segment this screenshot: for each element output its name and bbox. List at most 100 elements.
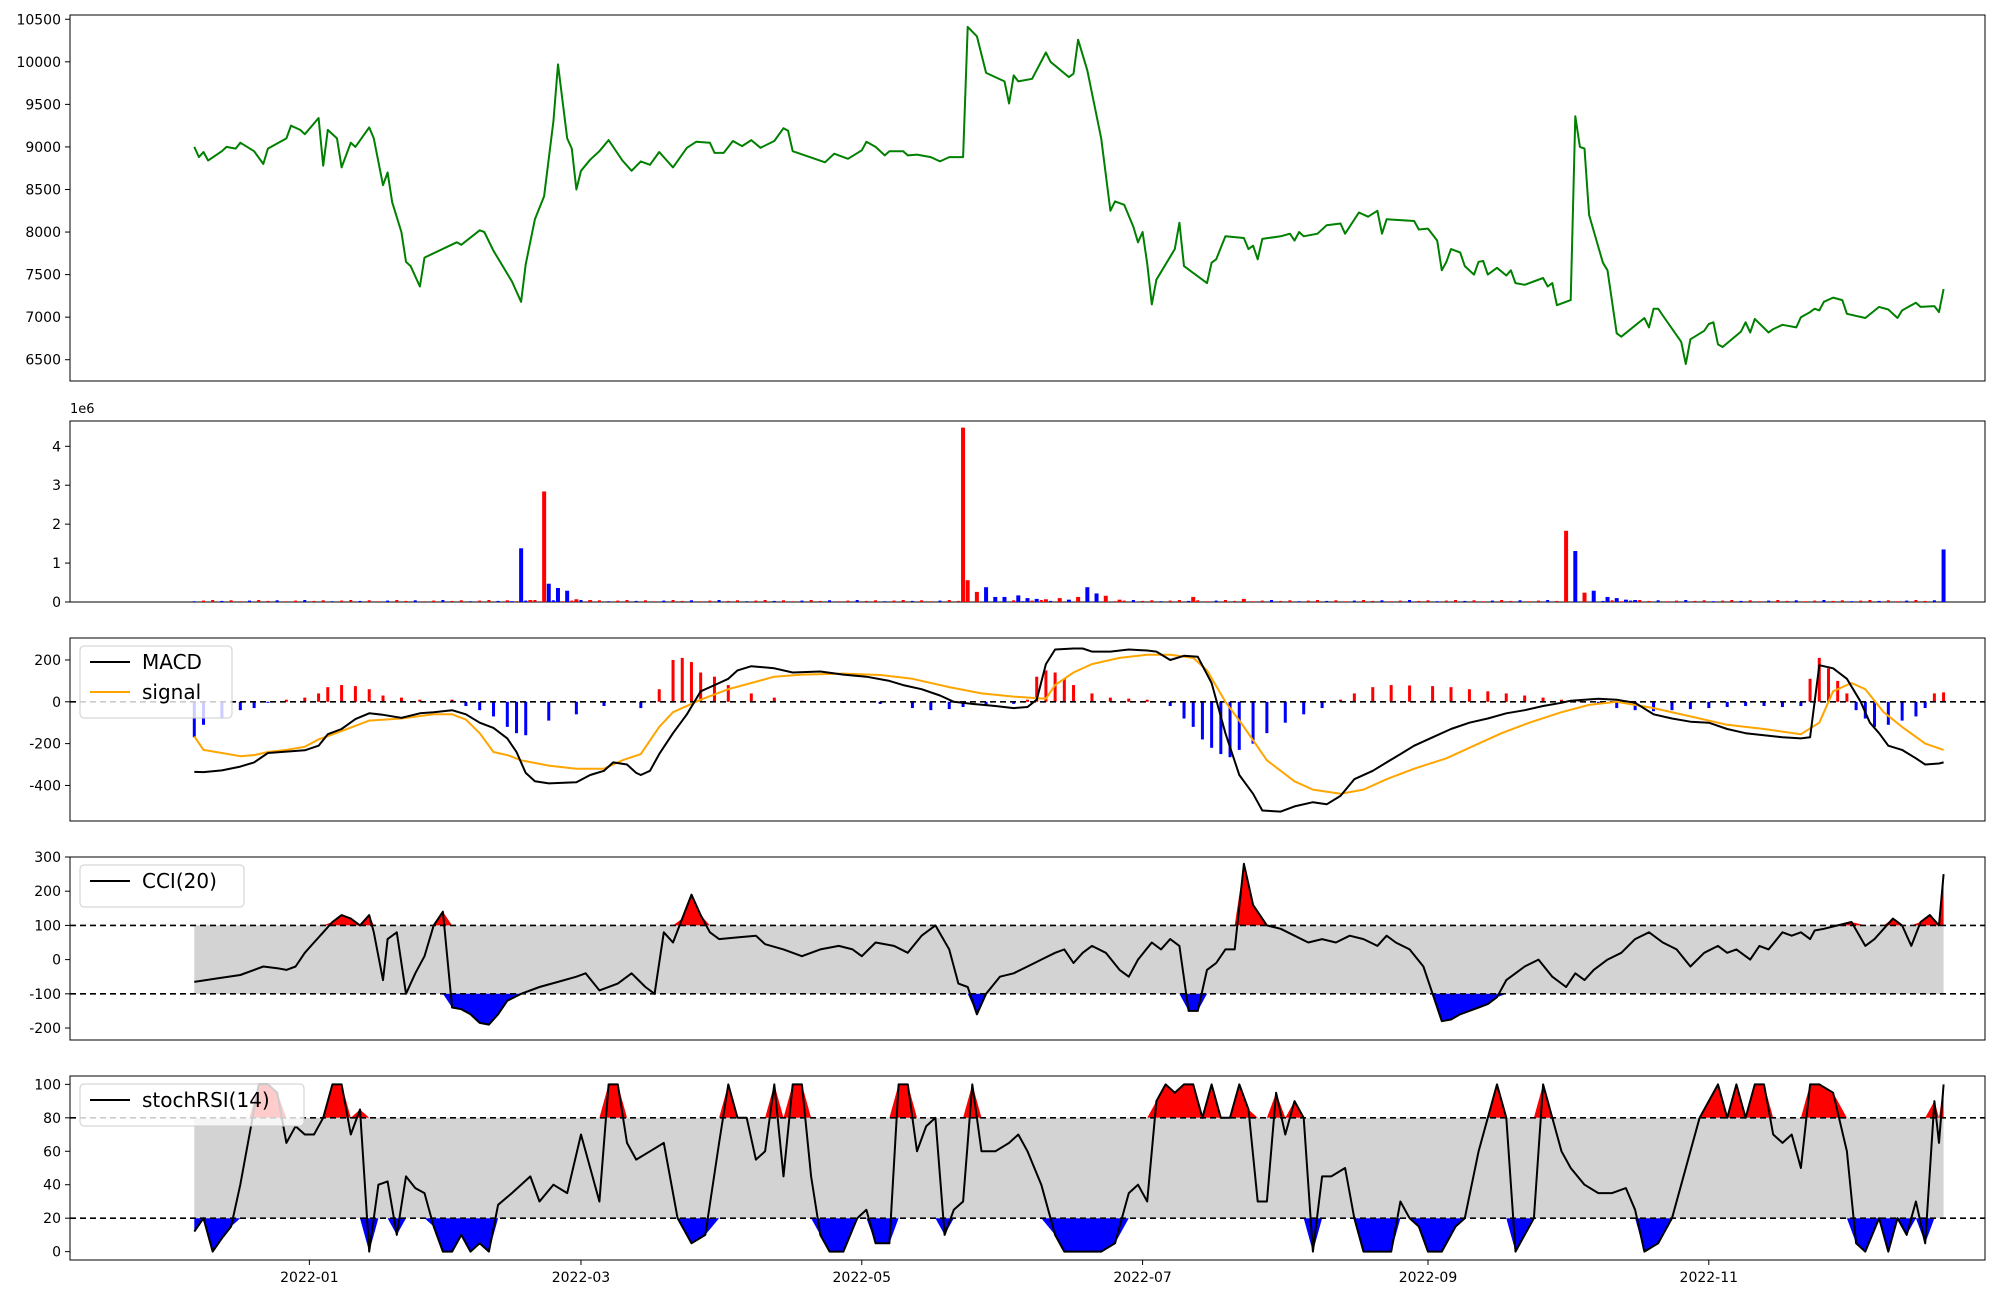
volume-bar (1629, 600, 1633, 602)
macd-histogram-bar (1826, 668, 1830, 702)
macd-histogram-bar (1108, 697, 1112, 702)
stochrsi-plot-frame (69, 1075, 1986, 1261)
volume-bar (1362, 599, 1366, 602)
volume-bar (1076, 596, 1081, 602)
volume-bar (1012, 600, 1016, 602)
macd-histogram-bar (1320, 701, 1324, 709)
volume-bar (1279, 600, 1283, 602)
volume-bar (1601, 600, 1605, 602)
volume-bar (570, 600, 574, 602)
macd-histogram-bar (524, 701, 528, 736)
volume-offset-label: 1e6 (70, 402, 95, 417)
macd-histogram-bar (353, 686, 357, 702)
volume-bar (680, 600, 684, 602)
volume-bar (441, 599, 445, 602)
x-tick-label: 2022-11 (1680, 1270, 1739, 1286)
volume-bar (818, 600, 822, 602)
volume-bar (1021, 601, 1025, 602)
macd-histogram-bar (1845, 693, 1849, 702)
volume-bar (772, 600, 776, 602)
volume-bar (1794, 600, 1798, 602)
volume-bar (1481, 601, 1485, 602)
volume-bar (965, 580, 970, 602)
volume-bar (1546, 599, 1550, 602)
macd-histogram-bar (1072, 685, 1076, 702)
macd-panel: -400 -200 0 200 MACD signal (29, 637, 1986, 822)
volume-bar (1463, 600, 1467, 602)
macd-histogram-bar (192, 701, 196, 738)
cci-ytick-label: 300 (34, 850, 61, 866)
macd-histogram-bar (910, 701, 914, 709)
macd-histogram-bar (505, 701, 509, 727)
macd-histogram-bar (1854, 701, 1858, 711)
cci-ytick-label: 100 (34, 918, 61, 934)
macd-histogram-bar (602, 701, 606, 706)
volume-bar (1288, 600, 1292, 602)
volume-bar (1803, 601, 1807, 602)
macd-histogram-bar (961, 701, 965, 708)
volume-bar (1941, 549, 1946, 602)
volume-bar (432, 600, 436, 602)
volume-bar (1739, 600, 1743, 602)
volume-bar (546, 583, 551, 602)
volume-bar (1306, 600, 1310, 602)
volume-bar (662, 600, 666, 602)
volume-bar (551, 600, 555, 602)
volume-bar (1150, 600, 1154, 602)
volume-ytick-label: 2 (52, 517, 61, 533)
volume-bar (791, 601, 795, 602)
volume-bar (708, 600, 712, 602)
volume-bar (1002, 596, 1007, 602)
volume-bar (294, 600, 298, 602)
volume-bar (1435, 601, 1439, 602)
volume-bar (1398, 600, 1402, 602)
volume-bar (367, 600, 371, 602)
volume-bar (201, 600, 205, 602)
volume-bar (855, 599, 859, 602)
volume-bar (496, 600, 500, 602)
macd-histogram-bar (1688, 701, 1692, 710)
macd-histogram-bar (1265, 701, 1269, 734)
stochrsi-ytick-label: 60 (43, 1144, 61, 1160)
volume-bar (1868, 599, 1872, 602)
macd-histogram-bar (1707, 701, 1711, 709)
macd-histogram-bar (671, 659, 675, 702)
macd-histogram-bar (418, 699, 422, 702)
volume-bar (386, 600, 390, 602)
volume-bar (1776, 599, 1780, 602)
volume-bar (974, 591, 979, 602)
volume-bar (1840, 600, 1844, 602)
volume-bar (828, 600, 832, 602)
macd-histogram-bar (1541, 697, 1545, 702)
volume-bar (413, 600, 417, 602)
volume-bar (1141, 600, 1145, 602)
volume-bar (883, 601, 887, 602)
volume-bar (920, 600, 924, 602)
volume-bar (574, 599, 579, 602)
volume-bar (726, 600, 730, 602)
macd-histogram-bar (1168, 701, 1172, 706)
macd-ytick-label: -200 (29, 737, 61, 753)
volume-panel: 0 1 2 3 4 1e6 (52, 402, 1986, 611)
volume-bar (1693, 600, 1697, 602)
volume-bar (782, 600, 786, 602)
volume-bar (1103, 595, 1108, 602)
volume-bar (1260, 600, 1264, 602)
macd-histogram-bar (1339, 699, 1343, 702)
volume-bar (422, 601, 426, 602)
volume-bar (404, 600, 408, 602)
cci-ytick-label: 200 (34, 884, 61, 900)
macd-histogram-bar (303, 697, 307, 702)
stochrsi-ytick-label: 80 (43, 1111, 61, 1127)
volume-bar (1859, 600, 1863, 602)
macd-histogram-bar (1873, 701, 1877, 727)
macd-legend-label: MACD (142, 650, 202, 674)
price-ytick-label: 7000 (25, 310, 61, 326)
volume-bar (555, 587, 560, 602)
macd-histogram-bar (450, 699, 454, 702)
macd-histogram-bar (639, 701, 643, 709)
macd-histogram-bar (1780, 701, 1784, 708)
volume-bar (929, 601, 933, 602)
volume-bar (1633, 600, 1638, 602)
